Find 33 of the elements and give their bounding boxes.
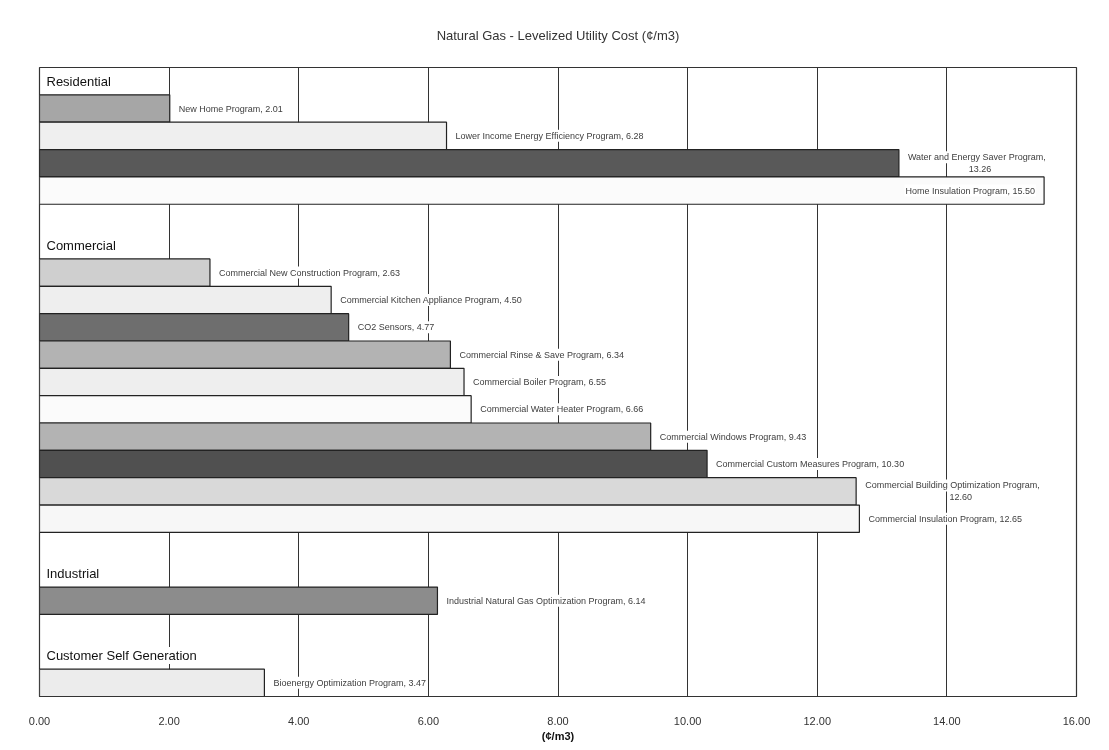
x-tick-label: 4.00 xyxy=(288,714,310,727)
y-tick-label: Industrial xyxy=(46,565,100,581)
y-tick-label: Commercial xyxy=(46,237,116,253)
y-tick-label: Customer Self Generation xyxy=(46,647,197,663)
data-label: Industrial Natural Gas Optimization Program, 6.14 xyxy=(446,595,646,606)
x-tick-label: 10.00 xyxy=(673,714,702,727)
data-label: Commercial Building Optimization Program, 12.60 xyxy=(865,480,1040,503)
data-label: Commercial Kitchen Appliance Program, 4.50 xyxy=(340,294,522,305)
x-tick-label: 14.00 xyxy=(933,714,961,727)
chart-title: Natural Gas - Levelized Utility Cost (¢/m3) xyxy=(436,27,680,43)
x-tick-label: 0.00 xyxy=(28,714,51,727)
x-tick-label: 2.00 xyxy=(158,714,180,727)
data-label: New Home Program, 2.01 xyxy=(178,103,283,114)
x-tick-label: 8.00 xyxy=(547,714,569,727)
x-tick-label: 6.00 xyxy=(417,714,440,727)
x-tick-label: 16.00 xyxy=(1062,714,1091,727)
data-label: Commercial Rinse & Save Program, 6.34 xyxy=(459,349,624,360)
y-tick-label: Residential xyxy=(46,73,111,89)
x-tick-label: 12.00 xyxy=(803,714,832,727)
data-label: Commercial Windows Program, 9.43 xyxy=(659,431,807,442)
x-axis-title: (¢/m3) xyxy=(541,729,575,742)
data-label: Lower Income Energy Efficiency Program, 6.28 xyxy=(455,130,644,141)
bar xyxy=(39,586,439,616)
data-label: Commercial Custom Measures Program, 10.30 xyxy=(716,459,905,470)
data-label: Commercial Boiler Program, 6.55 xyxy=(473,377,607,387)
data-label: Water and Energy Saver Program, 13.26 xyxy=(907,152,1046,175)
data-label: Home Insulation Program, 15.50 xyxy=(905,185,1036,196)
data-label: CO2 Sensors, 4.77 xyxy=(357,322,435,333)
data-label: Commercial Water Heater Program, 6.66 xyxy=(480,404,644,415)
data-label: Bioenergy Optimization Program, 3.47 xyxy=(273,677,426,688)
bar xyxy=(39,668,265,697)
data-label: Commercial New Construction Program, 2.63 xyxy=(218,267,401,278)
data-label: Commercial Insulation Program, 12.65 xyxy=(868,513,1022,524)
